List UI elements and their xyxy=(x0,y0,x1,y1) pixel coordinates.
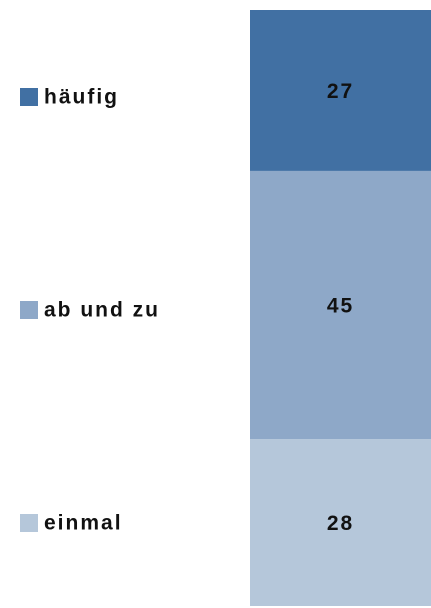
bar-segment xyxy=(250,439,431,606)
legend-swatch xyxy=(20,514,38,532)
bar-segment xyxy=(250,170,431,440)
data-label: 28 xyxy=(327,512,354,535)
legend-label: ab und zu xyxy=(44,299,160,322)
legend-swatch xyxy=(20,88,38,106)
data-label: 45 xyxy=(327,295,354,318)
bar-segment xyxy=(250,10,431,171)
legend-label: einmal xyxy=(44,512,123,535)
legend-swatch xyxy=(20,301,38,319)
data-label: 27 xyxy=(327,80,354,103)
legend-label: häufig xyxy=(44,86,119,109)
